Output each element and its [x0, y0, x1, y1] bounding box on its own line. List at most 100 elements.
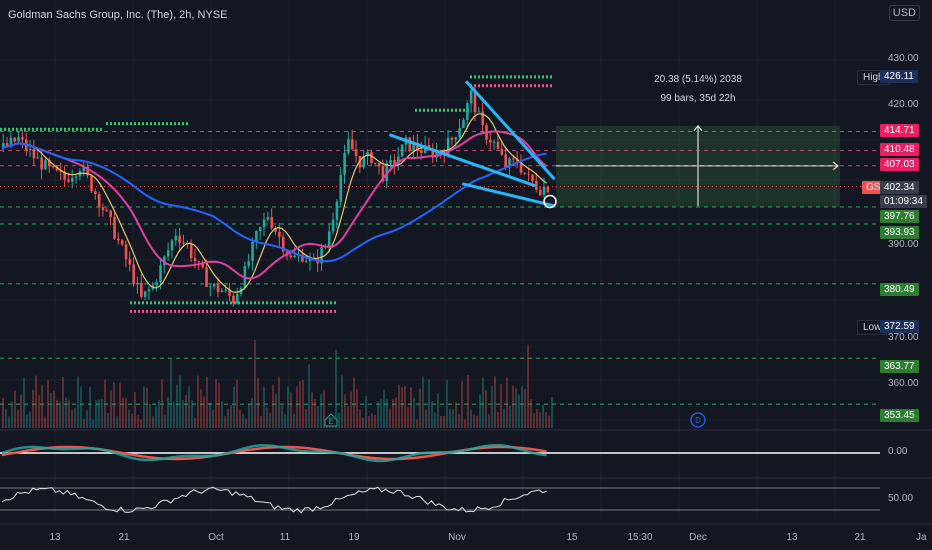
- volume-bar: [56, 399, 58, 428]
- candle-body: [216, 283, 220, 292]
- volume-bar: [68, 399, 70, 428]
- x-tick: 21: [854, 532, 866, 543]
- candle-body: [182, 242, 185, 244]
- x-tick: 19: [348, 532, 360, 543]
- candle-body: [320, 247, 323, 264]
- volume-bar: [530, 398, 532, 428]
- volume-bar: [512, 385, 514, 428]
- volume-bar: [29, 411, 31, 428]
- volume-bar: [395, 397, 397, 428]
- candle-body: [304, 261, 308, 263]
- volume-bar: [149, 403, 151, 428]
- volume-bar: [164, 414, 166, 428]
- candle-body: [220, 290, 224, 292]
- candle-body: [228, 289, 231, 296]
- candle-body: [235, 293, 239, 304]
- volume-bar: [107, 413, 109, 428]
- candle-body: [51, 166, 55, 168]
- price-tick: 370.00: [888, 332, 919, 343]
- volume-bar: [527, 344, 529, 428]
- volume-bar: [113, 382, 115, 428]
- volume-bar: [188, 386, 190, 428]
- trendline-0: [388, 133, 536, 188]
- volume-bar: [74, 407, 76, 428]
- candle-body: [163, 256, 166, 266]
- volume-bar: [299, 381, 301, 428]
- volume-bar: [350, 391, 352, 428]
- volume-bar: [167, 397, 169, 428]
- volume-bar: [428, 379, 430, 428]
- volume-bar: [47, 380, 49, 428]
- candle-body: [170, 240, 174, 251]
- volume-bar: [8, 416, 10, 428]
- candle-body: [454, 137, 458, 140]
- candle-body: [201, 262, 205, 268]
- volume-bar: [221, 401, 223, 428]
- volume-bar: [407, 407, 409, 428]
- volume-bar: [341, 375, 343, 428]
- candle-body: [132, 264, 135, 285]
- candle-body: [140, 282, 143, 297]
- volume-bar: [50, 392, 52, 428]
- volume-bar: [533, 413, 535, 428]
- candle-body: [489, 139, 492, 143]
- volume-bar: [287, 386, 289, 428]
- volume-bar: [245, 418, 247, 428]
- volume-bar: [503, 408, 505, 428]
- volume-bar: [449, 408, 451, 428]
- candle-body: [224, 289, 228, 291]
- oscillator-tick: 0.00: [888, 446, 908, 457]
- candle-body: [9, 137, 13, 146]
- volume-bar: [356, 389, 358, 428]
- volume-bar: [362, 417, 364, 428]
- volume-bar: [173, 401, 175, 428]
- volume-bar: [260, 416, 262, 428]
- candle-body: [159, 265, 162, 283]
- volume-bar: [416, 419, 418, 428]
- volume-bar: [467, 375, 469, 428]
- candle-body: [354, 149, 358, 157]
- volume-bar: [65, 397, 67, 428]
- volume-bar: [380, 399, 382, 428]
- level-414: 414.71: [880, 124, 919, 137]
- volume-bar: [71, 409, 73, 428]
- volume-bar: [176, 384, 178, 428]
- candle-body: [350, 139, 354, 150]
- volume-bar: [146, 387, 148, 428]
- candle-body: [117, 238, 120, 241]
- candle-body: [255, 231, 258, 242]
- candle-body: [538, 189, 542, 195]
- candle-body: [90, 175, 93, 192]
- volume-bar: [323, 390, 325, 428]
- volume-bar: [551, 397, 553, 428]
- candle-body: [36, 157, 40, 159]
- candle-body: [500, 148, 504, 155]
- candle-body: [86, 166, 89, 176]
- volume-bar: [86, 410, 88, 428]
- candle-body: [174, 235, 178, 241]
- candle-body: [458, 127, 461, 138]
- candle-body: [400, 144, 404, 157]
- volume-bar: [131, 413, 133, 428]
- candle-body: [40, 157, 43, 170]
- volume-bar: [392, 399, 394, 428]
- candle-body: [293, 255, 297, 258]
- candle-body: [21, 137, 24, 140]
- volume-bar: [290, 392, 292, 428]
- volume-bar: [83, 418, 85, 428]
- candle-body: [32, 148, 36, 159]
- volume-bar: [398, 384, 400, 428]
- volume-bar: [371, 413, 373, 428]
- volume-bar: [347, 406, 349, 428]
- candle-body: [331, 219, 335, 232]
- volume-bar: [152, 416, 154, 428]
- dividend-label: D: [695, 416, 701, 425]
- candle-body: [105, 210, 109, 212]
- volume-bar: [308, 364, 310, 428]
- volume-bar: [365, 396, 367, 428]
- ma-mid-line: [1, 130, 548, 280]
- currency-selector[interactable]: USD: [888, 5, 920, 21]
- volume-bar: [542, 404, 544, 428]
- candle-body: [71, 177, 74, 182]
